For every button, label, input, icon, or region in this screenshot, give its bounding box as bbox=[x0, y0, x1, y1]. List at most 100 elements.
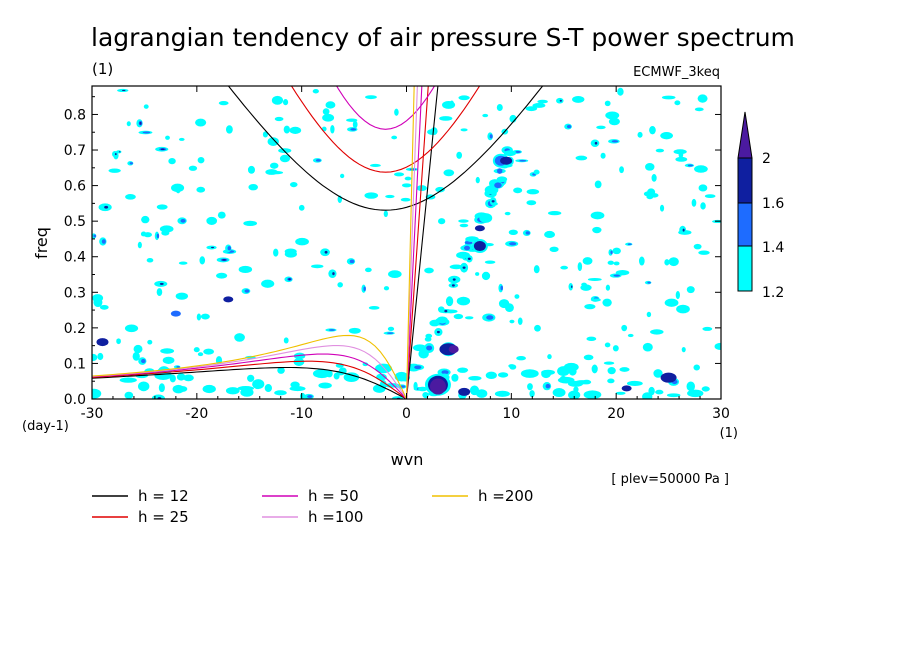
power-contour-patch bbox=[161, 230, 170, 236]
power-contour-patch bbox=[222, 259, 227, 261]
power-contour-patch bbox=[108, 168, 121, 173]
power-contour-patch bbox=[202, 384, 216, 394]
power-contour-patch bbox=[590, 298, 601, 302]
power-contour-patch bbox=[118, 151, 121, 153]
power-contours bbox=[92, 87, 721, 399]
power-contour-patch bbox=[646, 194, 654, 200]
power-contour-patch bbox=[176, 373, 186, 381]
power-contour-patch bbox=[604, 100, 611, 107]
power-contour-patch bbox=[467, 257, 471, 260]
power-contour-patch bbox=[459, 223, 469, 228]
power-contour-patch bbox=[519, 159, 527, 162]
power-contour-patch bbox=[350, 128, 357, 131]
power-contour-patch bbox=[99, 304, 109, 310]
power-contour-patch bbox=[322, 108, 330, 115]
power-contour-patch bbox=[180, 218, 186, 223]
gravity-wave-curve bbox=[227, 86, 544, 211]
power-contour-patch bbox=[427, 129, 437, 135]
power-contour-patch bbox=[449, 100, 455, 108]
power-contour-patch bbox=[500, 285, 503, 291]
power-contour-patch bbox=[584, 304, 596, 310]
colorbar-extension bbox=[737, 111, 753, 159]
power-contour-patch bbox=[126, 121, 131, 127]
power-contour-patch bbox=[188, 165, 198, 171]
power-contour-patch bbox=[227, 246, 232, 251]
power-contour-patch bbox=[698, 250, 710, 255]
power-contour-patch bbox=[456, 151, 463, 159]
power-contour-patch bbox=[394, 108, 399, 116]
power-contour-patch bbox=[330, 124, 335, 134]
power-contour-patch bbox=[694, 165, 708, 173]
power-contour-patch bbox=[686, 381, 695, 392]
power-contour-patch bbox=[124, 324, 139, 333]
power-contour-patch bbox=[649, 126, 656, 135]
x-axis-label: wvn bbox=[391, 450, 424, 469]
power-contour-patch bbox=[140, 231, 147, 237]
power-contour-patch bbox=[168, 157, 176, 165]
power-contour-patch bbox=[457, 367, 469, 373]
power-contour-patch bbox=[700, 202, 706, 210]
power-contour-patch bbox=[252, 379, 265, 390]
power-contour-patch bbox=[694, 107, 704, 112]
power-contour-patch bbox=[627, 243, 632, 246]
power-contour-patch bbox=[132, 351, 140, 361]
power-contour-patch bbox=[547, 354, 552, 360]
power-contour-patch bbox=[307, 395, 313, 398]
power-contour-patch bbox=[509, 364, 517, 370]
power-contour-patch bbox=[494, 390, 510, 397]
power-contour-patch bbox=[196, 313, 202, 321]
legend-label: h = 12 bbox=[138, 487, 189, 505]
power-contour-patch bbox=[449, 264, 463, 270]
power-contour-patch bbox=[583, 354, 594, 361]
power-contour-patch bbox=[621, 385, 632, 392]
power-contour-patch bbox=[479, 213, 493, 223]
power-contour-patch bbox=[101, 239, 106, 244]
power-contour-patch bbox=[496, 104, 503, 111]
power-contour-patch bbox=[697, 94, 708, 103]
power-contour-patch bbox=[637, 131, 643, 138]
power-contour-patch bbox=[572, 95, 585, 103]
power-contour-patch bbox=[156, 288, 163, 297]
power-contour-patch bbox=[596, 125, 606, 130]
power-contour-patch bbox=[647, 281, 651, 284]
level-note: [ plev=50000 Pa ] bbox=[611, 472, 729, 487]
power-contour-patch bbox=[664, 298, 679, 307]
gravity-wave-curve bbox=[290, 86, 481, 173]
power-contour-patch bbox=[486, 315, 494, 320]
y-tick-label: 0.3 bbox=[64, 285, 86, 301]
power-contour-patch bbox=[178, 261, 188, 265]
power-contour-patch bbox=[508, 229, 518, 236]
power-contour-patch bbox=[159, 282, 164, 285]
power-contour-patch bbox=[586, 336, 597, 342]
power-contour-patch bbox=[328, 329, 336, 331]
power-contour-patch bbox=[332, 272, 335, 276]
power-contour-patch bbox=[114, 152, 117, 156]
x-tick-label: 10 bbox=[502, 406, 520, 422]
power-contour-patch bbox=[234, 333, 245, 342]
power-contour-patch bbox=[178, 386, 188, 392]
x-tick-label: -10 bbox=[290, 406, 313, 422]
power-contour-patch bbox=[678, 151, 684, 159]
power-contour-patch bbox=[505, 303, 514, 313]
plot-frame bbox=[91, 85, 722, 400]
power-contour-patch bbox=[156, 233, 160, 239]
power-contour-patch bbox=[662, 132, 672, 137]
units-label: (1) bbox=[92, 60, 113, 78]
power-contour-patch bbox=[626, 380, 643, 387]
power-contour-patch bbox=[418, 349, 429, 359]
power-contour-patch bbox=[400, 197, 411, 202]
power-contour-patch bbox=[517, 317, 523, 325]
power-contour-patch bbox=[456, 296, 471, 306]
power-contour-patch bbox=[265, 169, 278, 175]
y-axis-label: freq bbox=[32, 227, 51, 259]
power-contour-patch bbox=[526, 200, 537, 206]
power-contour-patch bbox=[533, 169, 540, 175]
power-contour-patch bbox=[349, 259, 355, 264]
y-tick-label: 0.7 bbox=[64, 143, 86, 159]
power-contour-patch bbox=[481, 271, 491, 281]
colorbar-label: 1.4 bbox=[762, 240, 784, 256]
power-contour-patch bbox=[162, 356, 175, 364]
power-contour-patch bbox=[295, 237, 309, 246]
y-tick-label: 0.6 bbox=[64, 179, 86, 195]
legend-label: h =100 bbox=[308, 508, 363, 526]
